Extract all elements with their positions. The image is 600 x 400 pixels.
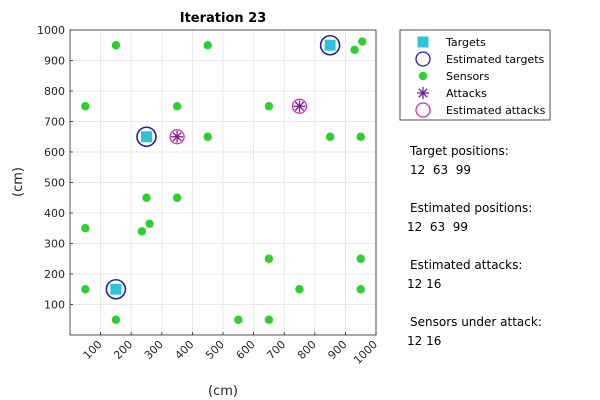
estimated-targets-point	[105, 278, 127, 300]
legend-label: Estimated attacks	[446, 104, 546, 117]
sensors-point	[111, 41, 121, 50]
legend-marker	[418, 71, 428, 81]
y-tick-label: 700	[44, 116, 65, 129]
targets-series	[110, 39, 336, 295]
sensors-point	[137, 227, 147, 236]
sensors-point	[358, 37, 367, 46]
asterisk-stroke	[418, 88, 428, 98]
legend-item-estimated-attacks: Estimated attacks	[415, 102, 546, 118]
sensors-point	[142, 193, 151, 202]
target-positions-label: Target positions:	[410, 144, 509, 158]
legend-label: Sensors	[446, 70, 490, 83]
estimated-attacks-series	[169, 98, 308, 145]
asterisk-stroke	[172, 132, 182, 142]
y-axis-label: (cm)	[11, 167, 26, 197]
targets-point	[141, 131, 152, 143]
estimated-targets-point	[136, 126, 157, 148]
x-tick-label: 500	[203, 338, 227, 362]
legend-label: Targets	[445, 36, 486, 49]
sensors-series	[81, 37, 367, 324]
targets-point	[324, 39, 336, 51]
y-tick-label: 400	[44, 207, 65, 220]
estimated-attacks-point	[169, 129, 185, 145]
chart-title: Iteration 23	[180, 11, 267, 26]
legend: Targets Estimated targets Sensors Attacks Es…	[399, 29, 551, 121]
x-tick-label: 300	[142, 338, 166, 362]
estimated-targets-series	[105, 34, 341, 300]
y-tick-label: 900	[44, 55, 65, 68]
legend-label: Estimated targets	[446, 53, 545, 66]
x-tick-label: 700	[264, 338, 288, 362]
attacks-point	[171, 130, 184, 143]
sensors-point	[172, 102, 182, 111]
legend-item-targets: Targets	[417, 36, 486, 49]
sensors-point	[172, 193, 182, 202]
estimated-targets-point	[319, 34, 341, 56]
legend-marker	[415, 51, 431, 67]
attacks-point	[293, 100, 306, 113]
estimated-positions-label: Estimated positions:	[410, 201, 533, 215]
sensors-point	[145, 219, 154, 228]
legend-marker	[417, 36, 429, 48]
y-tick-label: 500	[44, 177, 65, 190]
sensors-point	[264, 102, 274, 111]
grid	[70, 29, 377, 335]
legend-label: Attacks	[446, 87, 487, 100]
x-tick-label: 800	[295, 338, 319, 362]
x-tick-label: 100	[81, 338, 105, 362]
estimated-positions-value: 12 63 99	[407, 220, 469, 234]
sensors-point	[111, 315, 121, 324]
asterisk-stroke	[294, 101, 305, 111]
sensors-point	[295, 285, 304, 294]
sensors-point	[203, 41, 212, 50]
x-tick-label: 600	[234, 338, 258, 362]
sensors-point	[81, 224, 90, 233]
targets-point	[110, 283, 122, 295]
sensors-under-attack-value: 12 16	[407, 334, 442, 348]
legend-item-estimated-targets: Estimated targets	[415, 51, 545, 67]
y-tick-label: 600	[44, 146, 65, 159]
sensors-point	[203, 132, 212, 141]
legend-item-sensors: Sensors	[418, 70, 490, 83]
x-tick-label: 900	[325, 338, 349, 362]
x-tick-label: 400	[172, 338, 196, 362]
y-tick-label: 1000	[37, 24, 65, 37]
sensors-point	[81, 285, 90, 294]
estimated-attacks-value: 12 16	[407, 277, 442, 291]
legend-item-attacks: Attacks	[417, 87, 487, 100]
estimated-attacks-label: Estimated attacks:	[410, 258, 523, 272]
sensors-point	[264, 254, 274, 263]
sensors-point	[356, 254, 365, 263]
sensors-point	[350, 45, 359, 55]
x-tick-label: 1000	[351, 338, 380, 367]
target-positions-value: 12 63 99	[410, 163, 472, 177]
legend-marker	[415, 102, 431, 118]
legend-marker	[417, 87, 429, 99]
y-tick-label: 800	[44, 85, 65, 98]
sensors-under-attack-label: Sensors under attack:	[410, 315, 542, 329]
sensors-point	[325, 132, 335, 141]
x-tick-label: 200	[111, 338, 135, 362]
attacks-series	[171, 100, 306, 143]
axis-ticks: 100 200 300 400 500 600 700 800 900 1000100200300…	[37, 24, 380, 367]
y-tick-label: 100	[44, 299, 65, 312]
y-tick-label: 300	[44, 238, 65, 251]
sensors-point	[356, 132, 365, 141]
sensors-point	[356, 285, 365, 294]
data-marks	[81, 34, 367, 324]
sensors-point	[264, 315, 274, 324]
x-axis-label: (cm)	[208, 384, 238, 399]
y-tick-label: 200	[44, 268, 65, 281]
sensors-point	[81, 102, 90, 111]
estimated-attacks-point	[291, 98, 308, 114]
sensors-point	[234, 315, 243, 324]
